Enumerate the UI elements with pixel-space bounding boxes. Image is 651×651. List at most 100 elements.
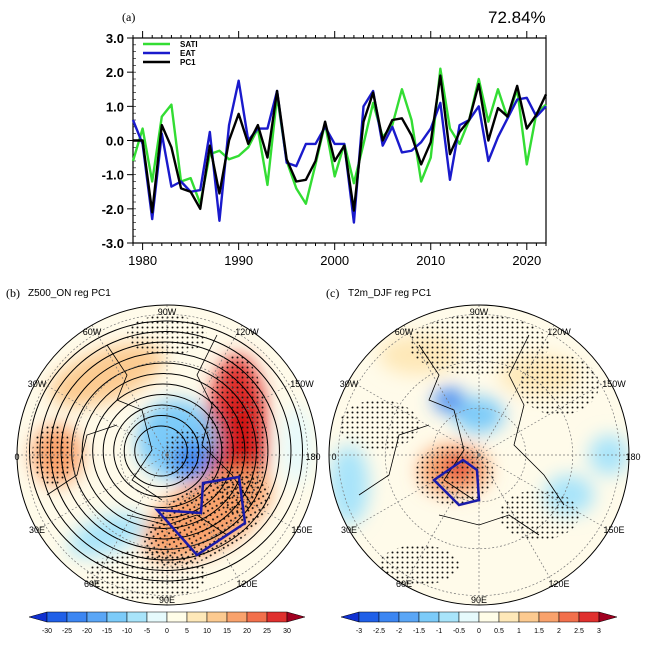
colorbar-box xyxy=(66,611,88,623)
map-content xyxy=(17,305,317,605)
colorbar-label: 1 xyxy=(517,628,521,635)
longitude-label: 60E xyxy=(84,579,100,589)
longitude-label: 150W xyxy=(290,379,314,389)
colorbar-label: 3 xyxy=(597,628,601,635)
map-panel-b: 90W 60W 120W 30W 150W 0 180 30E 150E 60E 120E 90E -3… xyxy=(14,304,321,635)
colorbar-label: -25 xyxy=(62,628,72,635)
significance-stippling xyxy=(339,400,419,450)
colorbar-label: 2 xyxy=(557,628,561,635)
meridian-line xyxy=(478,379,610,456)
y-tick-label: -1.0 xyxy=(102,168,124,183)
y-tick-label: 2.0 xyxy=(106,65,124,80)
x-tick-label: 2010 xyxy=(416,253,445,268)
series-line-pc1 xyxy=(133,74,548,214)
anomaly-blob xyxy=(434,388,464,412)
climatology-contour xyxy=(39,331,292,571)
colorbar-label: 0 xyxy=(165,628,169,635)
colorbar-label: 10 xyxy=(203,628,211,635)
meridian-line xyxy=(91,324,168,456)
x-tick-label: 1990 xyxy=(224,253,253,268)
colorbar-box xyxy=(538,611,560,623)
colorbar-low-triangle xyxy=(340,611,360,623)
map-content xyxy=(329,305,629,605)
x-tick-label: 1980 xyxy=(128,253,157,268)
colorbar-box xyxy=(358,611,380,623)
colorbar-label: -10 xyxy=(122,628,132,635)
longitude-label: 180 xyxy=(305,452,320,462)
map-border xyxy=(328,304,630,606)
longitude-label: 120E xyxy=(236,579,257,589)
significance-stippling xyxy=(499,490,579,540)
x-tick-label: 2020 xyxy=(512,253,541,268)
colorbar-label: 5 xyxy=(185,628,189,635)
panel-b-label: (b) xyxy=(6,286,20,300)
y-tick-label: -2.0 xyxy=(102,202,124,217)
colorbar-label: -2 xyxy=(396,628,402,635)
legend-label-pc1: PC1 xyxy=(180,58,196,67)
colorbar-high-triangle xyxy=(598,611,618,623)
colorbar-label: 0.5 xyxy=(494,628,504,635)
climatology-contour xyxy=(102,394,223,508)
climatology-contour xyxy=(71,362,257,540)
colorbar-label: -3 xyxy=(356,628,362,635)
longitude-label: 30E xyxy=(29,525,45,535)
climatology-contour xyxy=(123,415,200,487)
colorbar-box xyxy=(438,611,460,623)
map-border xyxy=(16,304,318,606)
longitude-label: 0 xyxy=(331,452,336,462)
colorbar-high-triangle xyxy=(286,611,306,623)
colorbar-box xyxy=(398,611,420,623)
series-line-eat xyxy=(131,79,547,224)
significance-stippling xyxy=(87,550,207,600)
colorbar-box xyxy=(126,611,148,623)
colorbar-label: -30 xyxy=(42,628,52,635)
colorbar-label: 1.5 xyxy=(534,628,544,635)
colorbar-box xyxy=(458,611,480,623)
colorbar-box xyxy=(246,611,268,623)
maps-panel: 90W 60W 120W 30W 150W 0 180 30E 150E 60E 120E 90E -3… xyxy=(14,304,641,635)
longitude-label: 30E xyxy=(341,525,357,535)
longitude-label: 60W xyxy=(83,327,102,337)
longitude-label: 120W xyxy=(235,327,259,337)
colorbar-box xyxy=(106,611,128,623)
colorbar-label: 30 xyxy=(283,628,291,635)
longitude-label: 90W xyxy=(158,307,177,317)
region-box xyxy=(432,458,481,507)
time-series-chart: 3.0 2.0 1.0 0.0 -1.0 -2.0 -3.0 1980 1990 2000 2010… xyxy=(102,31,548,268)
colorbar-box xyxy=(558,611,580,623)
meridian-line xyxy=(478,454,555,586)
climatology-contour xyxy=(29,320,303,582)
meridian-line xyxy=(348,454,480,531)
climatology-contour xyxy=(50,341,280,561)
coastlines xyxy=(46,334,253,536)
longitude-label: 30W xyxy=(28,379,47,389)
colorbar-box xyxy=(146,611,168,623)
colorbar-box xyxy=(498,611,520,623)
colorbar-label: 15 xyxy=(223,628,231,635)
y-tick-label: -3.0 xyxy=(102,236,124,251)
longitude-label: 90E xyxy=(471,595,487,605)
panel-c-title: T2m_DJF reg PC1 xyxy=(348,288,432,299)
longitude-label: 150E xyxy=(291,525,312,535)
colorbar-low-triangle xyxy=(28,611,48,623)
colorbar-label: -0.5 xyxy=(453,628,465,635)
colorbar-box xyxy=(266,611,288,623)
anomaly-blob xyxy=(49,343,165,407)
panel-b-title: Z500_ON reg PC1 xyxy=(28,288,111,299)
climatology-contour xyxy=(113,404,211,498)
longitude-label: 90E xyxy=(159,595,175,605)
coastlines xyxy=(358,334,565,536)
anomaly-blob xyxy=(329,445,369,525)
longitude-label: 180 xyxy=(625,452,640,462)
colorbar-label: -15 xyxy=(102,628,112,635)
colorbar-box xyxy=(378,611,400,623)
colorbar-box xyxy=(518,611,540,623)
colorbar-box xyxy=(206,611,228,623)
y-tick-label: 3.0 xyxy=(106,31,124,46)
colorbar-label: 0 xyxy=(477,628,481,635)
meridian-line xyxy=(36,454,168,531)
longitude-label: 120W xyxy=(547,327,571,337)
meridian-line xyxy=(478,324,555,456)
colorbar-box xyxy=(418,611,440,623)
